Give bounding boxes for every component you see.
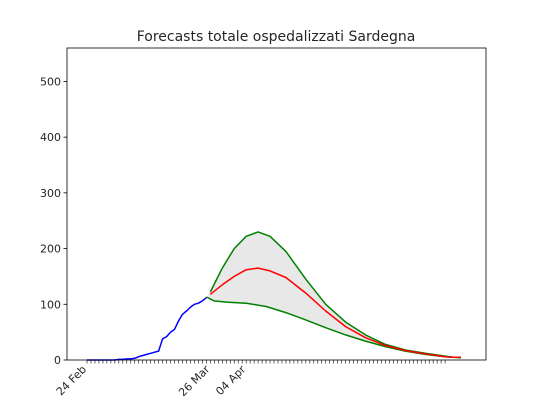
x-tick-label: 26 Mar: [176, 363, 213, 400]
plot-frame: [66, 47, 487, 361]
x-tick-label: 24 Feb: [54, 363, 89, 398]
uncertainty-band: [206, 231, 461, 358]
x-tick-label: 04 Apr: [213, 363, 248, 398]
series-line-observed: [87, 297, 207, 361]
y-tick-label: 300: [40, 187, 61, 200]
y-tick-label: 100: [40, 298, 61, 311]
y-tick-label: 400: [40, 131, 61, 144]
series-line-forecast: [209, 267, 461, 358]
chart-title: Forecasts totale ospedalizzati Sardegna: [137, 29, 416, 45]
plot-area: 0 100 200 300 400 500 24 Feb 26 Mar 04 Apr: [40, 47, 487, 400]
y-tick-label: 0: [54, 354, 61, 367]
y-tick-label: 500: [40, 75, 61, 88]
y-tick-label: 200: [40, 243, 61, 256]
